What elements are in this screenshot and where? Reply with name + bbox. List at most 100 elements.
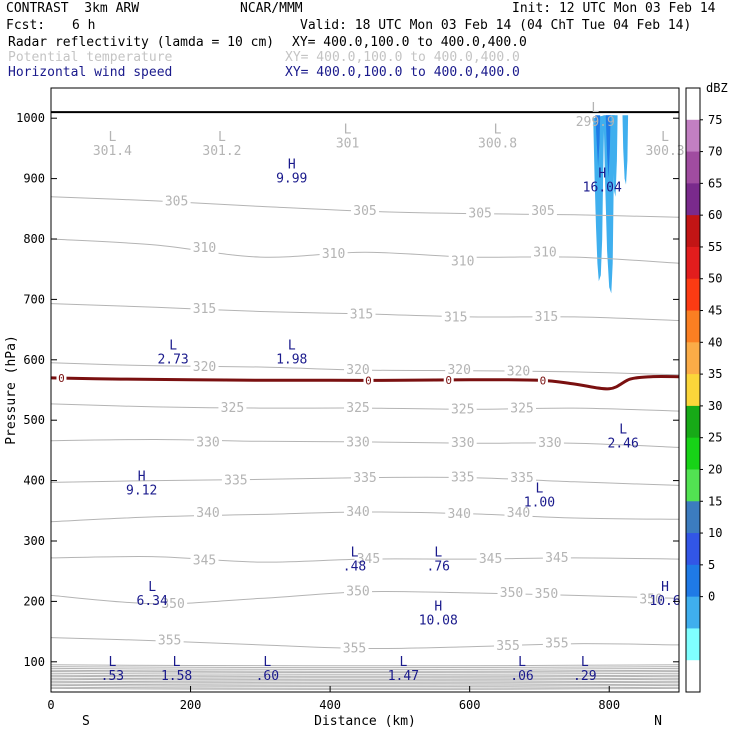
theta-label-325-2: 325 <box>451 402 474 417</box>
theta-label-325-1: 325 <box>346 401 369 416</box>
colorbar-label-15: 15 <box>708 494 722 508</box>
theta-label-325-0: 325 <box>221 401 244 416</box>
wind-extremum-kind-9: L <box>351 546 359 561</box>
stratosphere-line-12 <box>51 669 679 672</box>
model-title: CONTRAST 3km ARW <box>6 1 140 16</box>
theta-label-bg-315-1 <box>347 307 376 321</box>
wind-extremum-value-17: 16.04 <box>583 180 622 195</box>
theta-extremum-kind-4: L <box>591 101 599 116</box>
theta-label-330-3: 330 <box>538 436 561 451</box>
stratosphere-line-7 <box>51 677 679 680</box>
x-tick-label-0: 0 <box>47 698 54 712</box>
y-tick-label-300: 300 <box>23 534 45 548</box>
theta-label-bg-305-3 <box>528 204 557 218</box>
reflectivity-cell-3 <box>622 115 629 185</box>
init-time: Init: 12 UTC Mon 03 Feb 14 <box>512 1 716 16</box>
theta-label-bg-325-0 <box>218 401 247 415</box>
wind-extremum-value-2: .60 <box>256 669 279 684</box>
colorbar-label-45: 45 <box>708 304 722 318</box>
colorbar-swatch-14 <box>686 533 700 566</box>
wind-extremum-value-7: 6.34 <box>137 594 168 609</box>
wind-extremum-kind-5: L <box>581 655 589 670</box>
wind-extremum-value-3: 1.47 <box>388 669 419 684</box>
x-tick-label-400: 400 <box>319 698 341 712</box>
theta-label-310-0: 310 <box>193 241 216 256</box>
colorbar-swatch-15 <box>686 564 700 598</box>
stratosphere-line-3 <box>51 683 679 686</box>
theta-label-310-1: 310 <box>322 247 345 262</box>
theta-label-bg-355-3 <box>542 636 571 650</box>
theta-label-bg-345-1 <box>354 552 383 566</box>
theta-extremum-kind-1: L <box>218 130 226 145</box>
theta-label-bg-310-2 <box>448 254 477 268</box>
theta-label-bg-330-0 <box>194 435 222 449</box>
theta-label-bg-340-1 <box>344 505 373 519</box>
wind-extremum-value-10: .76 <box>427 560 450 575</box>
freezing-level: 0 0 0 0 <box>51 372 679 391</box>
freezing-label-3: 0 <box>540 375 547 388</box>
field-reflectivity-title: Radar reflectivity (lamda = 10 cm) <box>8 35 275 50</box>
theta-label-305-2: 305 <box>468 207 491 222</box>
theta-label-345-0: 345 <box>193 553 216 568</box>
colorbar-label-55: 55 <box>708 240 722 254</box>
wind-extremum-value-13: 2.46 <box>608 436 639 451</box>
stratosphere-line-1 <box>51 686 679 689</box>
colorbar-label-20: 20 <box>708 462 722 476</box>
theta-label-320-2: 320 <box>447 363 470 378</box>
theta-label-345-2: 345 <box>479 552 502 567</box>
theta-label-bg-315-0 <box>190 302 219 316</box>
theta-label-bg-335-0 <box>221 473 250 487</box>
colorbar-label-40: 40 <box>708 335 722 349</box>
wind-extremum-kind-4: L <box>518 655 526 670</box>
colorbar-label-75: 75 <box>708 113 722 127</box>
x-tick-label-200: 200 <box>180 698 202 712</box>
freezing-label-2: 0 <box>445 374 452 387</box>
colorbar-swatch-1 <box>686 119 700 153</box>
theta-label-350-1: 350 <box>346 585 369 600</box>
theta-label-310-2: 310 <box>451 254 474 269</box>
theta-label-315-1: 315 <box>350 308 373 323</box>
wind-extremum-value-9: .48 <box>343 560 366 575</box>
colorbar-swatch-6 <box>686 278 700 312</box>
colorbar-swatch-7 <box>686 310 700 343</box>
wind-extremum-kind-1: L <box>173 655 181 670</box>
freezing-label-0: 0 <box>58 372 65 385</box>
y-tick-label-700: 700 <box>23 292 45 306</box>
theta-label-bg-350-4 <box>637 592 666 606</box>
theta-label-355-1: 355 <box>343 642 366 657</box>
theta-label-355-2: 355 <box>496 639 519 654</box>
colorbar-swatch-11 <box>686 437 700 470</box>
y-tick-label-100: 100 <box>23 655 45 669</box>
theta-label-350-3: 350 <box>535 587 558 602</box>
theta-label-bg-325-3 <box>508 401 536 415</box>
colorbar-swatch-8 <box>686 342 700 375</box>
wind-extremum-value-4: .06 <box>510 669 533 684</box>
theta-label-bg-345-2 <box>476 552 505 566</box>
colorbar-label-65: 65 <box>708 176 722 190</box>
theta-label-355-0: 355 <box>158 634 181 649</box>
theta-label-bg-335-2 <box>448 470 477 484</box>
theta-label-bg-355-1 <box>340 641 369 655</box>
theta-label-320-1: 320 <box>346 363 369 378</box>
theta-extremum-value-3: 300.8 <box>478 136 517 151</box>
reflectivity-layer <box>593 115 629 294</box>
theta-label-315-0: 315 <box>193 302 216 317</box>
theta-contour-310 <box>51 238 679 264</box>
theta-label-bg-350-0 <box>159 596 188 610</box>
y-tick-label-800: 800 <box>23 232 45 246</box>
freezing-label-bg-2 <box>443 374 454 385</box>
theta-label-350-0: 350 <box>161 597 184 612</box>
theta-label-330-1: 330 <box>346 436 369 451</box>
colorbar-swatch-17 <box>686 628 700 661</box>
theta-label-bg-355-2 <box>494 639 523 653</box>
wind-extremum-kind-3: L <box>399 655 407 670</box>
theta-label-345-1: 345 <box>357 552 380 567</box>
wind-extremum-kind-13: L <box>619 422 627 437</box>
colorbar-swatch-9 <box>686 374 700 407</box>
theta-label-315-3: 315 <box>535 310 558 325</box>
freezing-level-line <box>51 375 679 391</box>
theta-label-bg-350-3 <box>532 587 561 601</box>
forecast-label: Fcst: <box>6 18 46 33</box>
theta-label-305-1: 305 <box>353 204 376 219</box>
